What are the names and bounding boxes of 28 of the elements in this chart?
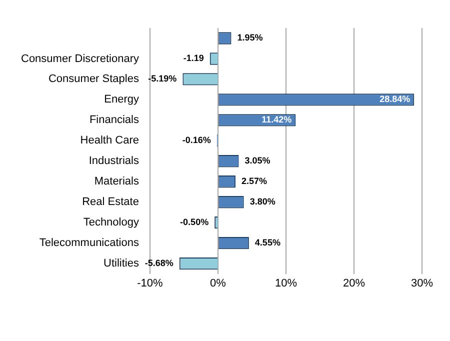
data-label: -5.68%	[144, 258, 174, 268]
data-label: 4.55%	[254, 238, 280, 248]
x-tick-label: 20%	[342, 277, 366, 290]
x-tick-label: -10%	[137, 277, 164, 290]
y-tick-label: Consumer Staples	[48, 73, 140, 86]
y-tick-label: Health Care	[80, 134, 139, 147]
data-label: 28.84%	[380, 94, 410, 104]
y-tick-label: Real Estate	[82, 196, 139, 208]
data-label: 3.05%	[244, 156, 270, 166]
x-tick-label: 10%	[274, 277, 298, 290]
y-tick-label: Materials	[94, 176, 140, 188]
y-tick-label: Industrials	[88, 155, 140, 168]
data-label: 1.95%	[237, 32, 263, 43]
data-label: -0.50%	[180, 217, 209, 228]
y-tick-label: Utilities	[104, 258, 140, 270]
data-label: 3.80%	[250, 196, 276, 207]
data-label: -0.16%	[182, 135, 211, 146]
x-tick-label: 30%	[410, 277, 434, 290]
y-tick-label: Financials	[89, 114, 140, 126]
x-tick-label: 0%	[210, 277, 226, 290]
data-label: 2.57%	[241, 176, 267, 186]
data-label: -1.19	[183, 53, 204, 64]
y-tick-label: Energy	[104, 94, 140, 106]
y-tick-label: Consumer Discretionary	[20, 52, 140, 65]
data-label: -5.19%	[148, 74, 177, 84]
y-tick-label: Telecommunications	[39, 237, 140, 250]
data-label: 11.42%	[262, 114, 292, 125]
y-tick-label: Technology	[83, 216, 140, 229]
